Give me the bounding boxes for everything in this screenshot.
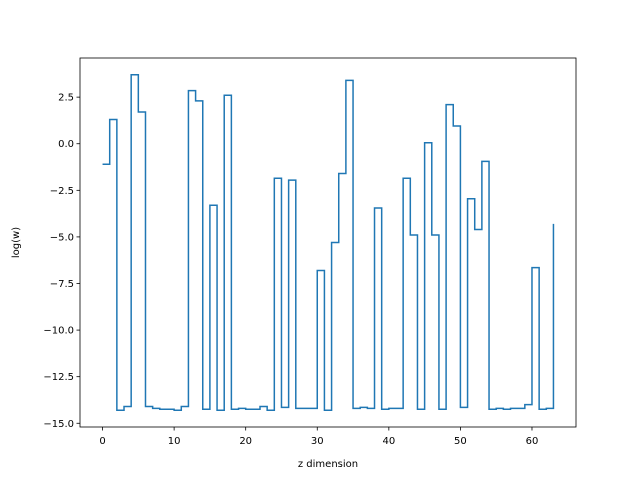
series-line bbox=[102, 74, 555, 411]
y-axis-ticks: 2.5 0.0 −2.5 −5.0 −7.5 −10.0 −12.5 −15.0 bbox=[43, 93, 80, 430]
y-axis-label: log(w) bbox=[11, 227, 22, 258]
y-tick-label: −15.0 bbox=[43, 419, 74, 430]
x-tick-label: 20 bbox=[239, 436, 252, 447]
y-tick-label: −5.0 bbox=[50, 232, 74, 243]
x-axis-ticks: 0 10 20 30 40 50 60 bbox=[99, 427, 538, 447]
y-tick-label: −7.5 bbox=[50, 279, 74, 290]
x-tick-label: 0 bbox=[99, 436, 105, 447]
y-tick-label: −2.5 bbox=[50, 186, 74, 197]
y-tick-label: 2.5 bbox=[58, 93, 74, 104]
y-tick-label: 0.0 bbox=[58, 139, 74, 150]
axes-frame bbox=[79, 57, 577, 428]
x-axis-label: z dimension bbox=[298, 459, 358, 470]
y-tick-label: −12.5 bbox=[43, 372, 74, 383]
y-tick-label: −10.0 bbox=[43, 326, 74, 337]
x-tick-label: 60 bbox=[526, 436, 539, 447]
x-tick-label: 30 bbox=[311, 436, 324, 447]
x-tick-label: 50 bbox=[454, 436, 467, 447]
x-tick-label: 40 bbox=[382, 436, 395, 447]
x-tick-label: 10 bbox=[168, 436, 181, 447]
plot-area bbox=[102, 74, 555, 411]
